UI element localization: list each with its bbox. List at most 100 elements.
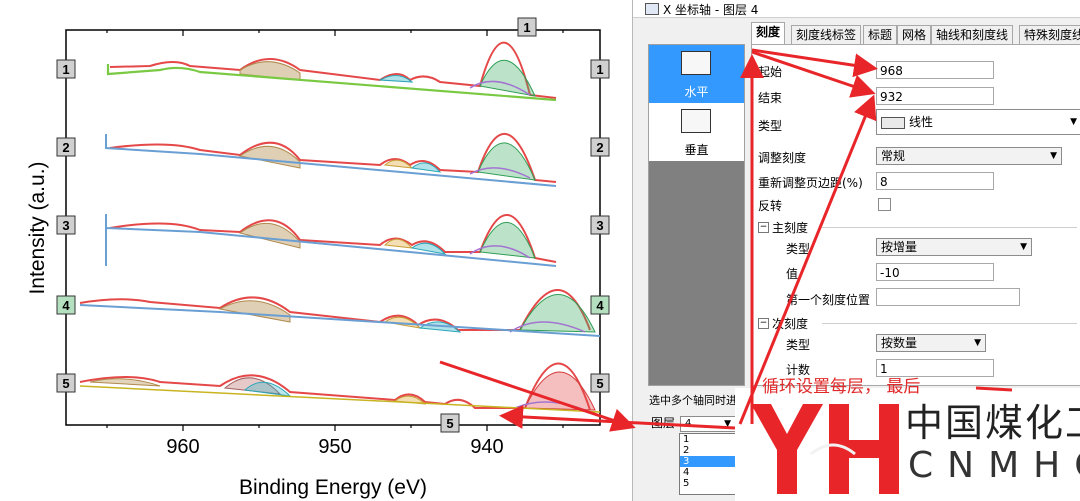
minor-count-input[interactable]: 1 (876, 359, 994, 377)
tab-scale[interactable]: 刻度 (751, 22, 786, 45)
svg-text:2: 2 (62, 140, 69, 155)
window-icon (645, 3, 659, 15)
svg-text:4: 4 (62, 298, 70, 313)
nav-horizontal-label: 水平 (684, 85, 709, 99)
layer-dropdown-list: 1 2 3 4 5 (679, 433, 737, 495)
chevron-down-icon: ▼ (974, 338, 981, 348)
rescale-value: 常规 (881, 149, 906, 163)
tab-strip: 刻度 刻度线标签 标题 网格 轴线和刻度线 特殊刻度线 (751, 22, 1080, 45)
margin-input[interactable]: 8 (876, 172, 994, 190)
spectrum-layer-2 (105, 133, 557, 187)
y-axis-label: Intensity (a.u.) (26, 161, 49, 294)
svg-text:5: 5 (596, 376, 603, 391)
layer-tag-3-right[interactable]: 3 (590, 215, 610, 235)
layer-select[interactable]: 4 ▼ (680, 416, 736, 432)
logo-mark (751, 404, 899, 494)
major-header: 主刻度 (772, 221, 809, 235)
layer-tag-4-left[interactable]: 4 (56, 295, 76, 315)
tick-label-960: 960 (166, 436, 199, 458)
logo-text-en: CNMHG (908, 445, 1080, 486)
major-type-label: 类型 (786, 242, 811, 256)
collapse-toggle-minor[interactable]: − (758, 318, 769, 329)
dialog-title: X 坐标轴 - 图层 4 (663, 3, 759, 17)
layer-tag-top[interactable]: 1 (517, 17, 537, 37)
layer-option-2[interactable]: 2 (683, 445, 690, 456)
svg-text:1: 1 (596, 62, 603, 77)
layer-tag-1-right[interactable]: 1 (590, 59, 610, 79)
svg-text:3: 3 (596, 218, 603, 233)
svg-text:5: 5 (446, 416, 453, 431)
tick-label-940: 940 (470, 436, 503, 458)
scale-type-select[interactable]: 线性 ▼ (876, 109, 1080, 135)
annotation-text: 循环设置每层， 最后 (762, 377, 921, 397)
nav-horizontal[interactable]: 水平 (649, 45, 744, 103)
minor-header: 次刻度 (772, 317, 809, 331)
top-ticks (106, 30, 564, 36)
linear-scale-icon (881, 116, 905, 129)
nav-vertical[interactable]: 垂直 (649, 103, 744, 161)
svg-text:4: 4 (596, 298, 604, 313)
first-tick-label: 第一个刻度位置 (786, 293, 871, 307)
decor-icon (810, 443, 856, 456)
major-divider (822, 227, 1077, 228)
minor-type-value: 按数量 (881, 336, 918, 350)
layer-option-3[interactable]: 3 (680, 456, 736, 467)
rescale-select[interactable]: 常规 ▼ (876, 147, 1062, 165)
layer-option-1[interactable]: 1 (683, 434, 690, 445)
chevron-down-icon: ▼ (1020, 242, 1027, 252)
spectrum-layer-3 (105, 214, 557, 267)
axis-direction-nav: 水平 垂直 (648, 44, 745, 386)
x-axis-label: Binding Energy (eV) (239, 476, 427, 499)
major-value-label: 值 (786, 267, 799, 281)
horizontal-axis-icon (681, 51, 711, 75)
tab-line-ticks[interactable]: 轴线和刻度线 (931, 25, 1014, 44)
layer-tag-5-bottom[interactable]: 5 (440, 413, 460, 433)
from-input[interactable]: 968 (876, 61, 994, 79)
reverse-checkbox[interactable] (878, 198, 891, 211)
layer-label: 图层 (651, 416, 676, 430)
major-type-select[interactable]: 按增量 ▼ (876, 238, 1032, 256)
minor-type-select[interactable]: 按数量 ▼ (876, 334, 986, 352)
tab-title[interactable]: 标题 (863, 25, 898, 44)
reverse-label: 反转 (758, 199, 783, 213)
svg-text:1: 1 (523, 20, 530, 35)
layer-tag-5-right[interactable]: 5 (590, 373, 610, 393)
minor-type-label: 类型 (786, 338, 811, 352)
scale-panel: 起始 968 结束 932 类型 线性 ▼ 调整刻度 常规 ▼ 重新调整页边距(… (751, 44, 1080, 386)
scale-type-value: 线性 (909, 115, 934, 129)
minor-divider (822, 323, 1077, 324)
chevron-down-icon: ▼ (724, 419, 731, 429)
to-label: 结束 (758, 91, 783, 105)
layer-tag-4-right[interactable]: 4 (590, 295, 610, 315)
layer-tag-5-left[interactable]: 5 (56, 373, 76, 393)
logo-text-cn: 中国煤化工 (905, 401, 1080, 445)
svg-text:1: 1 (62, 62, 69, 77)
chevron-down-icon: ▼ (1050, 151, 1057, 161)
svg-text:5: 5 (62, 376, 69, 391)
to-input[interactable]: 932 (876, 87, 994, 105)
layer-select-value: 4 (685, 418, 692, 429)
type-label: 类型 (758, 119, 783, 133)
tab-tick-labels[interactable]: 刻度线标签 (791, 25, 862, 44)
margin-label: 重新调整页边距(%) (758, 176, 863, 190)
layer-option-5[interactable]: 5 (683, 478, 690, 489)
nav-vertical-label: 垂直 (684, 143, 709, 157)
svg-text:2: 2 (596, 140, 603, 155)
layer-tag-2-left[interactable]: 2 (56, 137, 76, 157)
spectrum-layer-4 (79, 289, 601, 337)
first-tick-input[interactable] (876, 288, 1020, 306)
spectrum-layer-1 (106, 41, 557, 102)
tab-grid[interactable]: 网格 (897, 25, 932, 44)
collapse-toggle-major[interactable]: − (758, 222, 769, 233)
layer-option-4[interactable]: 4 (683, 467, 690, 478)
tick-label-950: 950 (318, 436, 351, 458)
dialog-titlebar[interactable]: X 坐标轴 - 图层 4 (633, 0, 1080, 18)
major-value-input[interactable]: -10 (876, 263, 994, 281)
layer-tag-3-left[interactable]: 3 (56, 215, 76, 235)
from-label: 起始 (758, 65, 783, 79)
major-type-value: 按增量 (881, 240, 918, 254)
layer-tag-2-right[interactable]: 2 (590, 137, 610, 157)
layer-tag-1-left[interactable]: 1 (56, 59, 76, 79)
tab-special-ticks[interactable]: 特殊刻度线 (1019, 25, 1080, 44)
vertical-axis-icon (681, 109, 711, 133)
